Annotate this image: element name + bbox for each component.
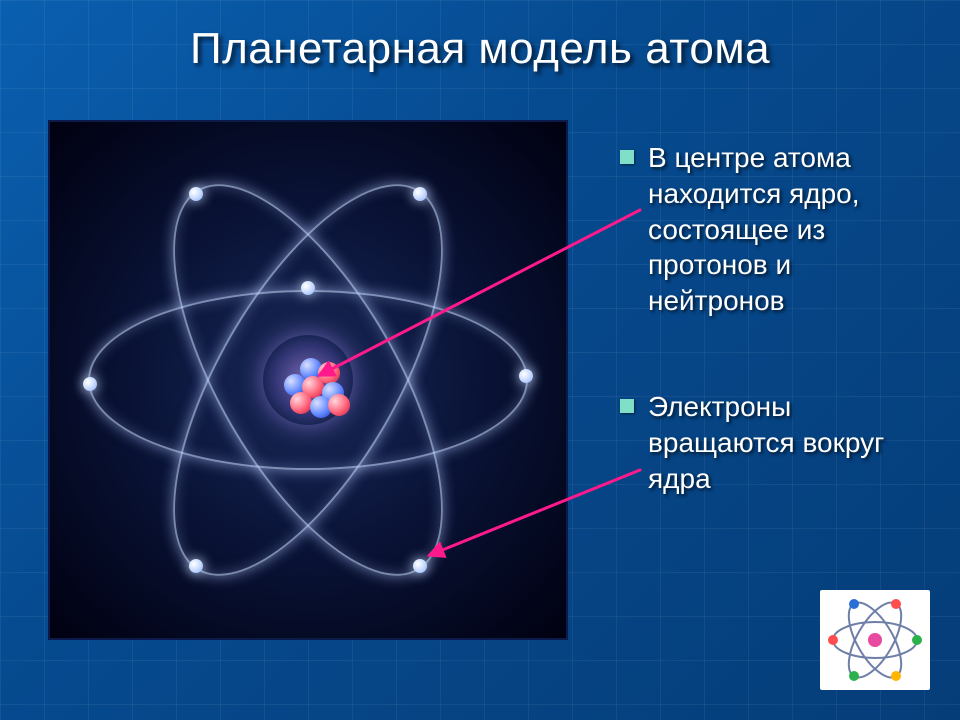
bullet-text: Электроны вращаются вокруг ядра xyxy=(648,391,884,494)
bullet-marker-icon xyxy=(620,150,634,164)
bullet-marker-icon xyxy=(620,399,634,413)
bullet-item: Электроны вращаются вокруг ядра xyxy=(620,389,930,496)
bullet-item: В центре атома находится ядро, состоящее… xyxy=(620,140,930,319)
bullet-list: В центре атома находится ядро, состоящее… xyxy=(620,140,930,567)
atom-mini-icon xyxy=(820,590,930,690)
bullet-text: В центре атома находится ядро, состоящее… xyxy=(648,142,860,316)
